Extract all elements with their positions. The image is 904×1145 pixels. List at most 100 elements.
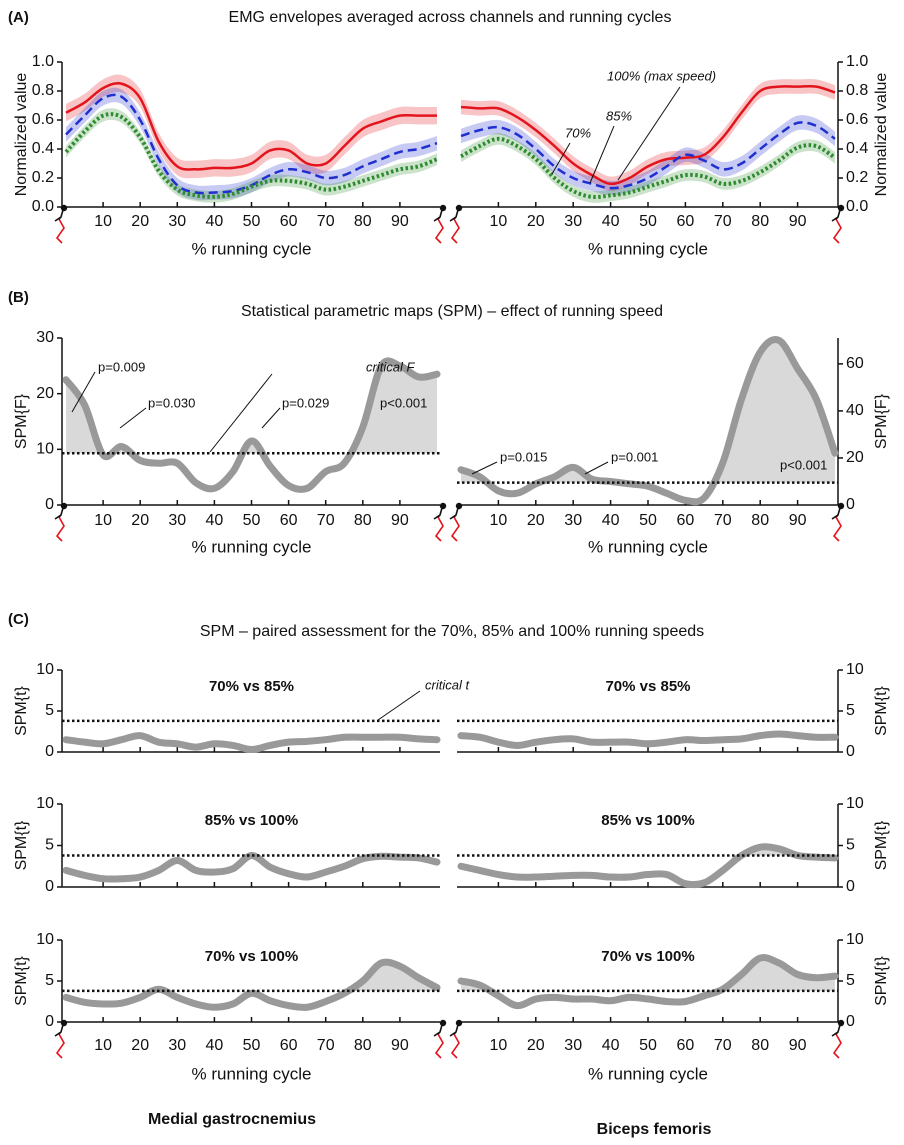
x-tick-label: 50 — [243, 213, 261, 230]
x-tick-label: 50 — [639, 512, 657, 529]
runner-leg — [434, 218, 444, 244]
confidence-band — [461, 78, 835, 192]
leader-line — [377, 690, 421, 721]
panel-title: SPM – paired assessment for the 70%, 85%… — [200, 623, 704, 640]
y-tick-label: 0.8 — [846, 82, 868, 99]
threshold-label: critical F — [366, 359, 415, 374]
p-value-label: p=0.009 — [98, 359, 145, 374]
runner-icon — [433, 502, 447, 542]
runner-icon — [433, 204, 447, 244]
x-tick-label: 30 — [168, 213, 186, 230]
x-axis-label: % running cycle — [588, 239, 708, 258]
suprathreshold-area — [741, 846, 798, 856]
x-tick-label: 50 — [639, 1037, 657, 1054]
runner-icon — [449, 1019, 463, 1059]
runner-body — [449, 507, 459, 520]
y-tick-label: 0.0 — [32, 198, 54, 215]
x-tick-label: 20 — [527, 512, 545, 529]
x-tick-label: 60 — [280, 1037, 298, 1054]
y-tick-label: 10 — [36, 931, 54, 948]
runner-body — [433, 507, 443, 520]
runner-head — [60, 1019, 68, 1027]
x-tick-label: 80 — [751, 1037, 769, 1054]
y-tick-label: 5 — [45, 837, 54, 854]
series-line — [460, 84, 836, 186]
y-tick-label: 5 — [45, 702, 54, 719]
runner-leg — [832, 218, 842, 244]
runner-body — [831, 209, 841, 222]
y-tick-label: 0.8 — [32, 82, 54, 99]
p-value-label: p=0.001 — [611, 449, 658, 464]
spm-curve — [62, 357, 441, 493]
leader-line — [551, 142, 571, 175]
leader-line — [589, 125, 615, 184]
x-tick-label: 10 — [94, 1037, 112, 1054]
y-tick-label: 0 — [846, 1013, 855, 1030]
x-tick-label: 30 — [564, 512, 582, 529]
y-tick-label: 0.6 — [32, 111, 54, 128]
spm-curve — [457, 843, 839, 889]
y-tick-label: 0.0 — [846, 198, 868, 215]
y-tick-label: 10 — [846, 661, 864, 678]
y-tick-label: 10 — [36, 661, 54, 678]
x-axis-label: % running cycle — [191, 1064, 311, 1083]
runner-icon — [449, 502, 463, 542]
y-tick-label: 0.2 — [32, 169, 54, 186]
x-axis-label: % running cycle — [588, 1064, 708, 1083]
x-tick-label: 40 — [206, 1037, 224, 1054]
y-tick-label: 10 — [36, 795, 54, 812]
runner-leg — [434, 1033, 444, 1059]
runner-leg — [450, 516, 460, 542]
runner-body — [831, 507, 841, 520]
y-tick-label: 1.0 — [846, 53, 868, 70]
y-tick-label: 1.0 — [32, 53, 54, 70]
x-tick-label: 90 — [391, 512, 409, 529]
y-tick-label: 5 — [846, 972, 855, 989]
runner-body — [54, 209, 64, 222]
x-tick-label: 50 — [639, 213, 657, 230]
x-tick-label: 50 — [243, 1037, 261, 1054]
y-tick-label: 10 — [36, 441, 54, 458]
runner-head — [439, 1019, 447, 1027]
p-value-label: p=0.029 — [282, 395, 329, 410]
y-axis-label: Normalized value — [873, 73, 890, 197]
runner-head — [837, 204, 845, 212]
series-label: 100% (max speed) — [607, 68, 716, 83]
x-tick-label: 40 — [602, 213, 620, 230]
y-tick-label: 0 — [846, 496, 855, 513]
x-axis-label: % running cycle — [588, 537, 708, 556]
x-tick-label: 60 — [280, 213, 298, 230]
x-tick-label: 10 — [94, 213, 112, 230]
x-tick-label: 90 — [391, 213, 409, 230]
y-axis-label: SPM{t} — [873, 685, 890, 735]
x-tick-label: 70 — [317, 1037, 335, 1054]
x-tick-label: 60 — [280, 512, 298, 529]
leader-line — [471, 461, 498, 475]
runner-icon — [54, 204, 68, 244]
y-axis-label: SPM{t} — [13, 685, 30, 735]
suprathreshold-area — [461, 957, 835, 991]
x-tick-label: 80 — [751, 213, 769, 230]
spm-curve — [62, 732, 441, 754]
runner-head — [439, 204, 447, 212]
x-tick-label: 80 — [354, 213, 372, 230]
series-line — [65, 82, 437, 171]
spm-curve — [62, 958, 441, 1011]
y-tick-label: 5 — [45, 972, 54, 989]
y-tick-label: 0 — [45, 878, 54, 895]
x-tick-label: 80 — [354, 1037, 372, 1054]
y-tick-label: 0 — [45, 1013, 54, 1030]
x-tick-label: 30 — [168, 1037, 186, 1054]
runner-icon — [433, 1019, 447, 1059]
plot-title: 85% vs 100% — [205, 812, 298, 829]
plot-title: 70% vs 85% — [209, 678, 294, 695]
y-tick-label: 0.2 — [846, 169, 868, 186]
runner-body — [433, 209, 443, 222]
muscle-label: Biceps femoris — [597, 1121, 712, 1138]
y-tick-label: 20 — [36, 385, 54, 402]
x-tick-label: 10 — [490, 1037, 508, 1054]
series-line — [460, 136, 837, 200]
y-tick-label: 0.4 — [846, 140, 868, 157]
plot-title: 70% vs 100% — [205, 948, 298, 965]
runner-body — [449, 1024, 459, 1037]
